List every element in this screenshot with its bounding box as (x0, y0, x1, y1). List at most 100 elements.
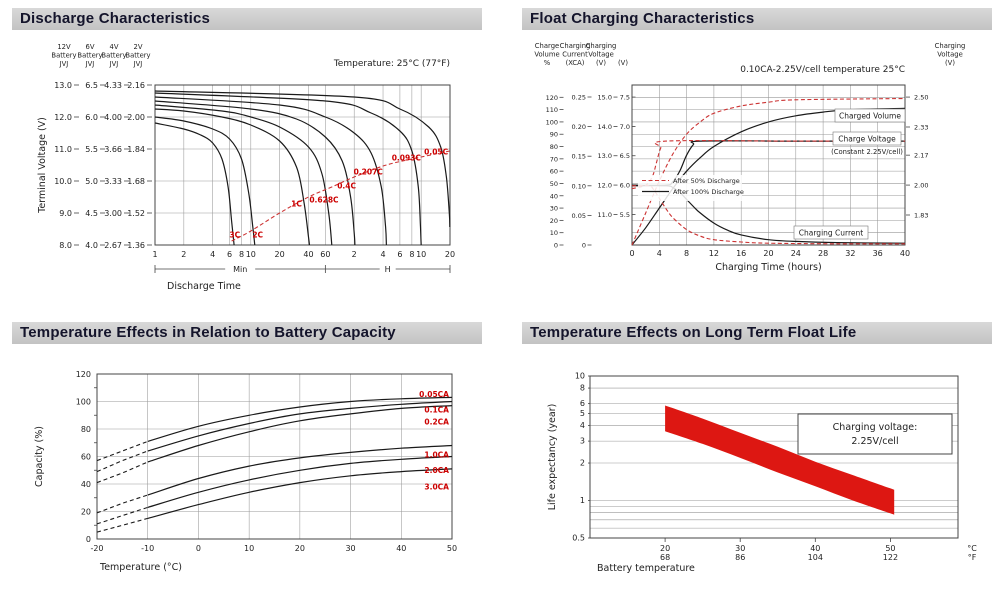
svg-text:(XCA): (XCA) (566, 59, 585, 67)
svg-text:86: 86 (735, 553, 745, 562)
svg-text:40: 40 (396, 544, 406, 553)
svg-text:100: 100 (546, 118, 558, 126)
svg-text:20: 20 (295, 544, 305, 553)
svg-text:Charging voltage:: Charging voltage: (833, 422, 918, 433)
svg-text:%: % (544, 59, 551, 67)
svg-text:40: 40 (303, 250, 313, 259)
svg-text:JVJ: JVJ (109, 60, 119, 68)
svg-text:11.0: 11.0 (54, 145, 72, 154)
svg-text:0.20: 0.20 (572, 123, 586, 131)
svg-text:9.0: 9.0 (59, 209, 72, 218)
svg-text:2.00: 2.00 (914, 182, 928, 190)
svg-text:Battery temperature: Battery temperature (597, 563, 695, 574)
svg-text:0.15: 0.15 (572, 153, 586, 161)
svg-text:60: 60 (81, 452, 91, 461)
svg-text:15.0: 15.0 (598, 94, 612, 102)
svg-text:3: 3 (580, 437, 585, 446)
svg-text:6.5: 6.5 (85, 81, 98, 90)
svg-text:40: 40 (900, 249, 910, 258)
svg-text:4.00: 4.00 (104, 113, 122, 122)
svg-text:0.207C: 0.207C (354, 168, 384, 177)
svg-text:12.0: 12.0 (598, 182, 612, 190)
svg-text:Charging: Charging (935, 42, 966, 50)
svg-text:8: 8 (580, 384, 585, 393)
svg-text:4.5: 4.5 (85, 209, 98, 218)
svg-text:Battery: Battery (101, 52, 126, 60)
svg-text:122: 122 (883, 553, 898, 562)
svg-text:Capacity (%): Capacity (%) (34, 426, 45, 487)
svg-text:20: 20 (550, 217, 558, 225)
svg-text:120: 120 (76, 370, 91, 379)
svg-text:3.0CA: 3.0CA (424, 482, 449, 491)
svg-text:Current: Current (562, 51, 588, 59)
temperature-capacity-panel: Temperature Effects in Relation to Batte… (12, 322, 482, 580)
svg-text:Temperature: 25°C (77°F): Temperature: 25°C (77°F) (333, 59, 450, 69)
svg-text:1.83: 1.83 (914, 212, 928, 220)
svg-text:Terminal Voltage (V): Terminal Voltage (V) (37, 117, 48, 214)
svg-text:10: 10 (246, 250, 256, 259)
panel-title-float-charging: Float Charging Characteristics (522, 8, 992, 30)
svg-text:(V): (V) (945, 59, 955, 67)
svg-text:40: 40 (550, 192, 558, 200)
svg-text:2C: 2C (252, 231, 263, 240)
svg-text:13.0: 13.0 (598, 152, 612, 160)
svg-text:20: 20 (763, 249, 773, 258)
svg-text:After 50% Discharge: After 50% Discharge (673, 177, 740, 185)
panel-title-discharge: Discharge Characteristics (12, 8, 482, 30)
svg-text:0.25: 0.25 (572, 94, 586, 102)
svg-text:2.16: 2.16 (127, 81, 145, 90)
svg-text:2.17: 2.17 (914, 152, 928, 160)
svg-text:-10: -10 (141, 544, 154, 553)
svg-text:0.1CA: 0.1CA (424, 405, 449, 414)
svg-text:40: 40 (81, 480, 91, 489)
svg-text:3.66: 3.66 (104, 145, 122, 154)
svg-text:6.0: 6.0 (620, 182, 630, 190)
svg-text:13.0: 13.0 (54, 81, 72, 90)
svg-text:1.36: 1.36 (127, 241, 145, 250)
svg-text:28: 28 (818, 249, 828, 258)
svg-text:12: 12 (709, 249, 719, 258)
svg-text:4.33: 4.33 (104, 81, 122, 90)
svg-text:20: 20 (275, 250, 285, 259)
svg-text:4: 4 (580, 421, 585, 430)
svg-text:5.5: 5.5 (620, 211, 630, 219)
svg-text:Voltage: Voltage (937, 51, 963, 59)
svg-text:2.67: 2.67 (104, 241, 122, 250)
svg-text:32: 32 (845, 249, 855, 258)
svg-text:1.84: 1.84 (127, 145, 145, 154)
svg-text:°C: °C (967, 544, 977, 553)
svg-text:80: 80 (81, 425, 91, 434)
svg-text:1: 1 (580, 496, 585, 505)
svg-text:110: 110 (546, 106, 558, 114)
float-life-panel: Temperature Effects on Long Term Float L… (522, 322, 992, 580)
svg-text:6: 6 (397, 250, 402, 259)
svg-text:7.0: 7.0 (620, 123, 630, 131)
svg-text:4V: 4V (110, 43, 119, 51)
svg-text:2.33: 2.33 (914, 124, 928, 132)
svg-text:10: 10 (244, 544, 254, 553)
svg-text:After 100% Discharge: After 100% Discharge (673, 188, 744, 196)
svg-text:4: 4 (380, 250, 385, 259)
svg-text:0.05: 0.05 (572, 212, 586, 220)
svg-text:4: 4 (210, 250, 215, 259)
svg-text:Voltage: Voltage (588, 51, 614, 59)
svg-text:8.0: 8.0 (59, 241, 72, 250)
panel-title-temperature-capacity: Temperature Effects in Relation to Batte… (12, 322, 482, 344)
svg-text:(V): (V) (596, 59, 606, 67)
svg-text:1.68: 1.68 (127, 177, 145, 186)
svg-text:(V): (V) (618, 59, 628, 67)
svg-text:12V: 12V (57, 43, 71, 51)
svg-text:JVJ: JVJ (133, 60, 143, 68)
svg-text:5: 5 (580, 409, 585, 418)
svg-text:-20: -20 (90, 544, 103, 553)
svg-text:10: 10 (575, 372, 585, 381)
svg-text:10.0: 10.0 (54, 177, 72, 186)
svg-text:2.25V/cell: 2.25V/cell (851, 436, 898, 447)
svg-text:30: 30 (550, 205, 558, 213)
svg-text:0: 0 (86, 535, 91, 544)
svg-text:80: 80 (550, 143, 558, 151)
svg-text:0: 0 (554, 242, 558, 250)
svg-text:12.0: 12.0 (54, 113, 72, 122)
